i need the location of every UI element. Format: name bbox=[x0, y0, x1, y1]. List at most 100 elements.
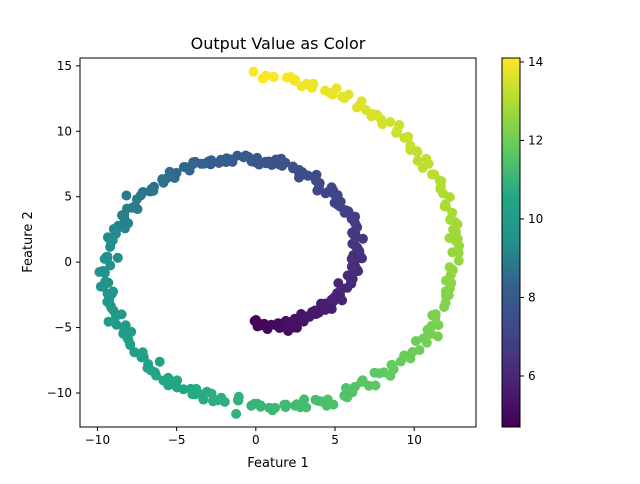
colorbar-tick-label: 14 bbox=[528, 55, 543, 69]
scatter-point bbox=[148, 185, 159, 196]
scatter-point bbox=[453, 255, 464, 266]
y-tick-label: 0 bbox=[64, 255, 72, 269]
scatter-point bbox=[208, 396, 218, 407]
colorbar-gradient bbox=[501, 57, 521, 428]
scatter-point bbox=[330, 190, 341, 201]
scatter-point bbox=[206, 388, 217, 399]
scatter-point bbox=[357, 233, 368, 244]
scatter-point bbox=[440, 199, 451, 210]
scatter-point bbox=[268, 71, 279, 82]
y-tick-label: 15 bbox=[57, 59, 72, 73]
scatter-point bbox=[215, 154, 226, 165]
plot-area bbox=[79, 57, 477, 428]
colorbar: 6 8 10 12 14 bbox=[501, 55, 543, 428]
scatter-point bbox=[414, 345, 425, 356]
scatter-point bbox=[426, 169, 437, 180]
scatter-point bbox=[345, 275, 356, 286]
scatter-point bbox=[333, 200, 343, 210]
scatter-point bbox=[346, 261, 357, 272]
scatter-point bbox=[157, 174, 168, 185]
y-tick-label: 5 bbox=[64, 190, 72, 204]
scatter-point bbox=[426, 321, 437, 331]
scatter-point bbox=[342, 392, 353, 403]
scatter-point bbox=[101, 252, 112, 263]
scatter-point bbox=[322, 187, 333, 197]
x-tick-label: 0 bbox=[252, 433, 260, 447]
scatter-point bbox=[94, 267, 105, 277]
scatter-point bbox=[320, 85, 331, 96]
scatter-point bbox=[447, 247, 458, 258]
scatter-point bbox=[219, 396, 230, 407]
scatter-point bbox=[370, 380, 381, 391]
scatter-point bbox=[154, 356, 165, 367]
x-tick-label: 10 bbox=[407, 433, 422, 447]
scatter-point bbox=[119, 209, 130, 220]
scatter-point bbox=[121, 190, 132, 201]
scatter-point bbox=[280, 399, 291, 410]
chart-title: Output Value as Color bbox=[191, 34, 366, 53]
scatter-point bbox=[255, 401, 266, 412]
x-axis: −10 −5 0 5 10 bbox=[85, 427, 422, 447]
scatter-point bbox=[231, 408, 242, 419]
y-tick-label: −5 bbox=[54, 321, 72, 335]
scatter-point bbox=[418, 333, 429, 344]
scatter-point bbox=[257, 73, 268, 84]
y-tick-label: 10 bbox=[57, 124, 72, 138]
scatter-point bbox=[333, 278, 344, 289]
scatter-point bbox=[444, 262, 455, 273]
colorbar-ticks: 6 8 10 12 14 bbox=[520, 55, 543, 383]
x-tick-label: 5 bbox=[331, 433, 339, 447]
scatter-point bbox=[385, 117, 396, 127]
scatter-point bbox=[129, 347, 140, 358]
scatter-point bbox=[180, 162, 191, 173]
scatter-point bbox=[421, 153, 432, 164]
scatter-point bbox=[441, 275, 451, 286]
scatter-point bbox=[352, 102, 362, 113]
scatter-point bbox=[158, 375, 169, 386]
scatter-point bbox=[386, 360, 397, 370]
scatter-point bbox=[403, 131, 414, 142]
scatter-point bbox=[233, 395, 244, 406]
scatter-point bbox=[299, 394, 310, 405]
scatter-point bbox=[337, 91, 348, 102]
scatter-point bbox=[310, 171, 321, 182]
scatter-point bbox=[198, 394, 209, 405]
scatter-point bbox=[151, 370, 162, 381]
scatter-point bbox=[296, 81, 307, 92]
y-axis: −10 −5 0 5 10 15 bbox=[47, 59, 80, 400]
scatter-point bbox=[430, 312, 441, 323]
scatter-point bbox=[328, 399, 339, 410]
scatter-point bbox=[105, 260, 116, 271]
scatter-point bbox=[343, 206, 354, 217]
scatter-point bbox=[392, 125, 403, 136]
scatter-point bbox=[301, 402, 312, 413]
scatter-point bbox=[410, 336, 421, 346]
scatter-point bbox=[281, 72, 292, 83]
x-tick-label: −10 bbox=[85, 433, 110, 447]
scatter-point bbox=[112, 252, 123, 263]
scatter-point bbox=[432, 331, 443, 342]
colorbar-tick-label: 10 bbox=[528, 212, 543, 226]
scatter-point bbox=[444, 233, 455, 244]
scatter-point bbox=[288, 161, 298, 172]
scatter-point bbox=[103, 316, 114, 327]
scatter-point bbox=[270, 402, 280, 413]
scatter-point bbox=[412, 155, 423, 166]
scatter-point bbox=[248, 66, 259, 77]
scatter-point bbox=[116, 309, 127, 320]
scatter-point bbox=[178, 384, 189, 395]
scatter-point bbox=[405, 140, 416, 151]
colorbar-tick-label: 6 bbox=[528, 369, 536, 383]
colorbar-tick-label: 12 bbox=[528, 133, 543, 147]
colorbar-tick-label: 8 bbox=[528, 290, 536, 304]
scatter-point bbox=[105, 241, 116, 252]
x-tick-label: −5 bbox=[168, 433, 186, 447]
y-tick-label: −10 bbox=[47, 386, 72, 400]
points-layer bbox=[94, 66, 465, 419]
scatter-point bbox=[310, 305, 320, 316]
scatter-point bbox=[348, 383, 359, 394]
y-axis-label: Feature 2 bbox=[21, 211, 36, 273]
